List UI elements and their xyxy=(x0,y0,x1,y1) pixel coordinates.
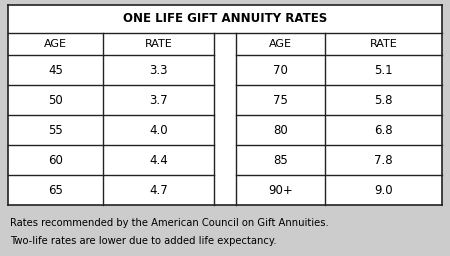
Text: 90+: 90+ xyxy=(268,184,292,197)
Text: AGE: AGE xyxy=(269,39,292,49)
Text: 9.0: 9.0 xyxy=(374,184,393,197)
Text: 45: 45 xyxy=(48,63,63,77)
Text: RATE: RATE xyxy=(369,39,397,49)
Text: Two-life rates are lower due to added life expectancy.: Two-life rates are lower due to added li… xyxy=(10,236,277,246)
Text: 4.0: 4.0 xyxy=(149,123,168,136)
Text: 4.7: 4.7 xyxy=(149,184,168,197)
Text: 65: 65 xyxy=(48,184,63,197)
Text: 6.8: 6.8 xyxy=(374,123,393,136)
Text: 7.8: 7.8 xyxy=(374,154,393,166)
Text: 5.1: 5.1 xyxy=(374,63,393,77)
Text: 70: 70 xyxy=(273,63,288,77)
Text: 80: 80 xyxy=(273,123,288,136)
Text: 50: 50 xyxy=(48,93,63,106)
Text: RATE: RATE xyxy=(145,39,173,49)
Bar xyxy=(8,5,442,205)
Text: AGE: AGE xyxy=(44,39,67,49)
Text: 5.8: 5.8 xyxy=(374,93,393,106)
Text: 3.3: 3.3 xyxy=(149,63,168,77)
Text: ONE LIFE GIFT ANNUITY RATES: ONE LIFE GIFT ANNUITY RATES xyxy=(123,13,327,26)
Text: 55: 55 xyxy=(48,123,63,136)
Text: 4.4: 4.4 xyxy=(149,154,168,166)
Text: 85: 85 xyxy=(273,154,288,166)
Text: 3.7: 3.7 xyxy=(149,93,168,106)
Text: 75: 75 xyxy=(273,93,288,106)
Text: 60: 60 xyxy=(48,154,63,166)
Text: Rates recommended by the American Council on Gift Annuities.: Rates recommended by the American Counci… xyxy=(10,218,329,228)
